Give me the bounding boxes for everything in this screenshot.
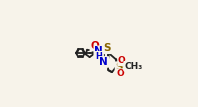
Text: O: O [118,56,126,65]
Text: N: N [94,46,103,56]
Text: S: S [103,43,111,53]
Text: CH₃: CH₃ [124,62,142,71]
Text: O: O [90,41,99,51]
Text: O: O [117,69,125,78]
Text: S: S [115,62,123,72]
Text: H: H [95,52,102,61]
Text: N: N [99,57,108,67]
